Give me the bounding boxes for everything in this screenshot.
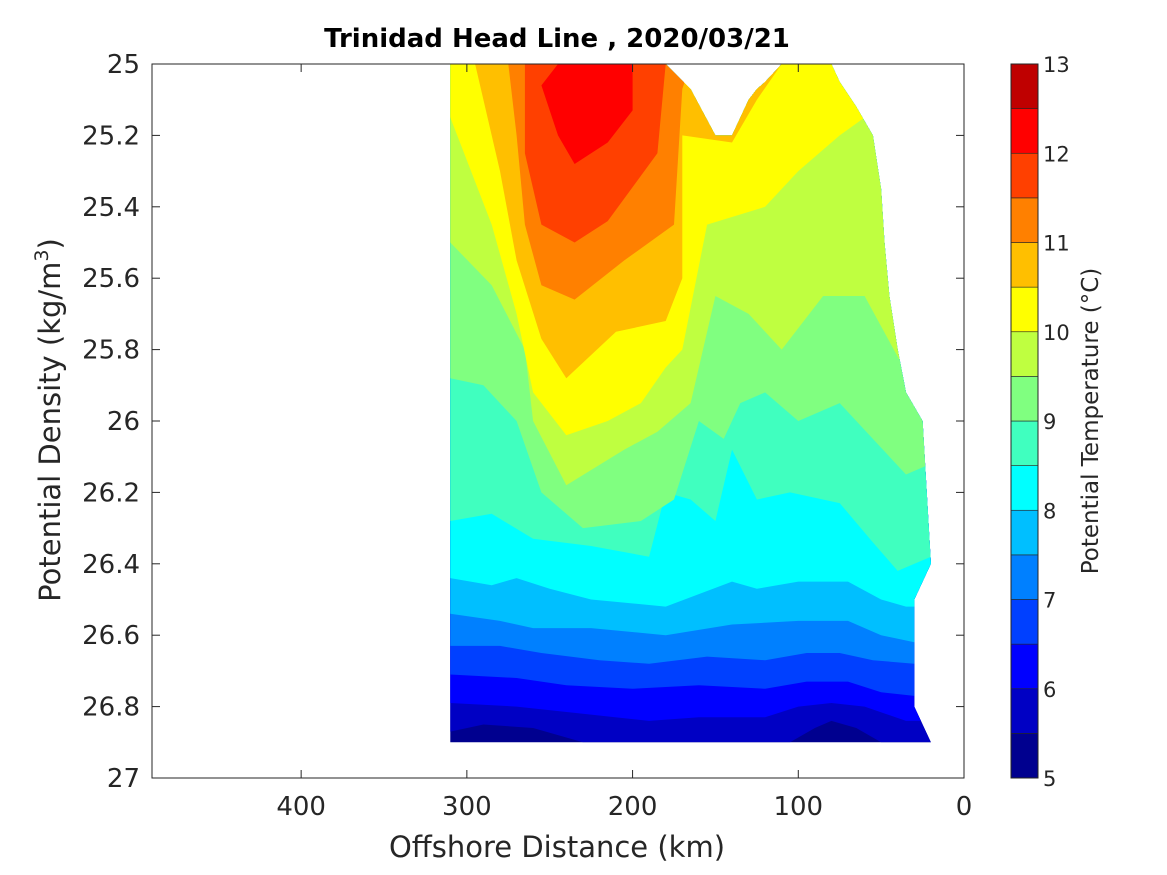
colorbar-segment: [1010, 197, 1039, 243]
y-tick-label: 26.8: [82, 693, 140, 723]
y-tick-label: 25.2: [82, 121, 140, 151]
colorbar-segment: [1010, 331, 1039, 377]
colorbar-tick-label: 11: [1043, 232, 1070, 256]
colorbar-tick-label: 9: [1043, 410, 1056, 434]
colorbar-segment: [1010, 465, 1039, 511]
y-axis: 25 25.2 25.4 25.6 25.8 26 26.2 26.4 26.6 26.8 27: [82, 50, 964, 794]
colorbar-segment: [1010, 63, 1039, 109]
x-tick-label: 200: [608, 792, 658, 822]
colorbar: [1010, 63, 1039, 779]
colorbar-label: Potential Temperature (°C): [1078, 268, 1104, 575]
colorbar-segment: [1010, 152, 1039, 199]
contour-band-12: [541, 64, 633, 164]
x-axis-label: Offshore Distance (km): [389, 830, 725, 864]
colorbar-tick-label: 5: [1043, 767, 1056, 791]
colorbar-tick-label: 7: [1043, 589, 1056, 613]
y-axis-label-close: ): [33, 238, 67, 249]
y-axis-label-superscript: 3: [31, 249, 53, 261]
y-tick-label: 26.2: [82, 478, 140, 508]
y-axis-label-main: Potential Density (kg/m: [33, 262, 67, 602]
colorbar-segment: [1010, 599, 1039, 645]
y-tick-label: 26: [107, 407, 140, 437]
y-tick-label: 26.6: [82, 621, 140, 651]
y-tick-label: 27: [107, 764, 140, 794]
contour-band-11-5: [450, 64, 931, 243]
colorbar-tick-label: 13: [1043, 53, 1070, 77]
y-tick-label: 25.4: [82, 193, 140, 223]
colorbar-segment: [1010, 688, 1039, 734]
colorbar-segment: [1010, 420, 1039, 466]
x-tick-label: 400: [276, 792, 326, 822]
colorbar-segment: [1010, 733, 1039, 779]
colorbar-segment: [1010, 643, 1039, 690]
colorbar-segment: [1010, 376, 1039, 422]
colorbar-frame: [1010, 63, 1039, 779]
y-tick-label: 26.4: [82, 550, 140, 580]
colorbar-segment: [1010, 286, 1039, 333]
y-tick-label: 25.6: [82, 264, 140, 294]
contour-fill: [450, 64, 931, 743]
x-axis: 400 300 200 100 0: [276, 64, 972, 822]
x-tick-label: 100: [773, 792, 823, 822]
colorbar-tick-label: 10: [1043, 321, 1070, 345]
y-tick-label: 25.8: [82, 336, 140, 366]
colorbar-segment: [1010, 509, 1039, 556]
x-tick-label: 300: [442, 792, 492, 822]
colorbar-segment: [1010, 242, 1039, 288]
x-tick-label: 0: [956, 792, 973, 822]
y-axis-label: Potential Density (kg/m3): [31, 238, 67, 602]
colorbar-ticks: 5 6 7 8 9 10 11 12 13: [1043, 53, 1070, 791]
chart-title: Trinidad Head Line , 2020/03/21: [324, 24, 790, 54]
colorbar-tick-label: 8: [1043, 499, 1056, 523]
colorbar-tick-label: 6: [1043, 678, 1056, 702]
colorbar-tick-label: 12: [1043, 142, 1070, 166]
colorbar-segment: [1010, 554, 1039, 600]
y-tick-label: 25: [107, 50, 140, 80]
colorbar-segment: [1010, 108, 1039, 154]
